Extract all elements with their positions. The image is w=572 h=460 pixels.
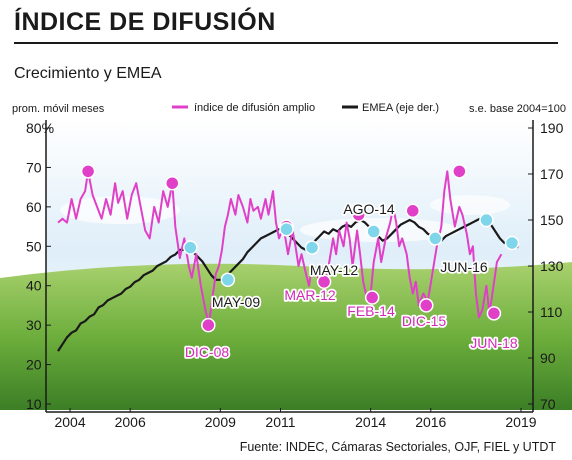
pink-marker (405, 203, 421, 219)
left-tick-label: 70 (26, 159, 42, 175)
annotation-halo: DIC-15 (402, 313, 447, 329)
x-tick-label: 2016 (415, 414, 446, 430)
right-tick-label: 130 (540, 258, 564, 274)
pink-marker (419, 298, 434, 313)
x-tick-label: 2011 (265, 414, 295, 430)
pink-marker (364, 290, 380, 305)
right-tick-label: 170 (540, 166, 564, 182)
right-tick-label: 90 (540, 350, 556, 366)
annotation-label: MAR-12 (284, 287, 336, 303)
left-tick-label: 20 (26, 357, 42, 373)
annotation-label: FEB-14 (347, 303, 395, 319)
annotation-halo: JUN-18 (470, 335, 518, 351)
annotation-label: MAY-12 (310, 262, 358, 278)
annotation-halo: AGO-14 (343, 201, 395, 217)
source-note: Fuente: INDEC, Cámaras Sectoriales, OJF,… (239, 440, 556, 454)
x-tick-label: 2009 (205, 414, 236, 430)
x-tick-label: 2004 (54, 414, 85, 430)
legend: índice de difusión amplio EMEA (eje der.… (172, 102, 439, 114)
left-tick-label: 50 (26, 238, 42, 254)
pink-marker (165, 175, 180, 191)
chart-title: ÍNDICE DE DIFUSIÓN (14, 8, 276, 36)
right-tick-label: 110 (540, 304, 563, 320)
pink-marker (316, 274, 332, 290)
annotation-halo: MAY-09 (212, 294, 260, 310)
x-tick-label: 2006 (115, 414, 146, 430)
annotation-label: MAY-09 (212, 294, 260, 310)
legend-label-emea: EMEA (eje der.) (362, 102, 439, 114)
pink-marker (201, 317, 216, 333)
pink-marker (452, 164, 467, 179)
cyan-marker (304, 240, 320, 255)
left-tick-label: 40 (26, 278, 42, 294)
cyan-marker (183, 240, 198, 255)
left-axis-title: prom. móvil meses (12, 103, 105, 115)
cyan-marker (428, 231, 443, 246)
right-axis-title: s.e. base 2004=100 (469, 103, 566, 115)
annotation-label: AGO-14 (343, 201, 395, 217)
right-tick-label: 190 (540, 120, 564, 136)
annotation-halo: FEB-14 (347, 303, 395, 319)
right-tick-label: 150 (540, 212, 564, 228)
annotation-halo: MAR-12 (284, 287, 336, 303)
annotation-halo: MAY-12 (310, 262, 358, 278)
cyan-marker (366, 224, 381, 239)
pink-marker (80, 164, 96, 179)
title-rule (14, 42, 558, 44)
x-tick-label: 2019 (505, 414, 536, 430)
cyan-marker (504, 235, 520, 251)
annotation-label: JUN-16 (440, 259, 488, 275)
annotation-halo: DIC-08 (185, 344, 230, 360)
left-tick-label: 80% (26, 120, 54, 136)
annotation-label: JUN-18 (470, 335, 518, 351)
annotation-label: DIC-15 (402, 313, 447, 329)
legend-label-difusion: índice de difusión amplio (194, 102, 315, 114)
left-tick-label: 30 (26, 317, 42, 333)
cyan-marker (279, 221, 294, 237)
x-tick-label: 2014 (355, 414, 386, 430)
left-tick-label: 60 (26, 199, 42, 215)
x-axis-band (0, 410, 572, 432)
annotation-halo: JUN-16 (440, 259, 488, 275)
right-tick-label: 70 (540, 396, 556, 412)
pink-marker (486, 306, 502, 321)
cyan-marker (479, 212, 494, 228)
pink-marker (351, 207, 366, 222)
chart-subtitle: Crecimiento y EMEA (14, 65, 162, 82)
left-tick-label: 10 (26, 396, 42, 412)
cyan-marker (220, 272, 236, 288)
annotation-label: DIC-08 (185, 344, 230, 360)
